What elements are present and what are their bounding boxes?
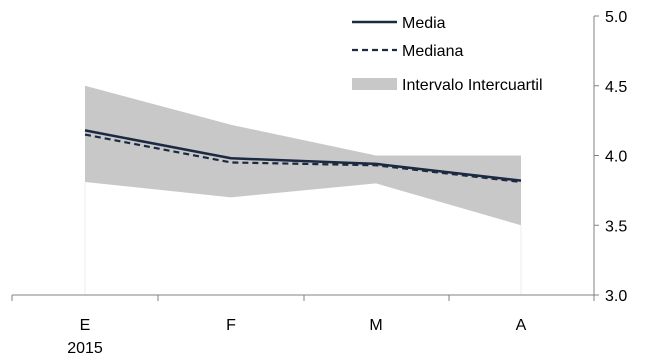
series-layer xyxy=(84,129,522,184)
y-tick-label: 3.0 xyxy=(605,288,627,305)
y-tick-label: 5.0 xyxy=(605,9,627,26)
x-tick-sublabel: 2015 xyxy=(67,340,103,357)
legend-swatch-interquartile xyxy=(352,78,397,90)
x-ticks: E 2015 F M A xyxy=(11,295,595,357)
legend: Media Mediana Intervalo Intercuartil xyxy=(352,15,543,94)
y-ticks: 3.0 3.5 4.0 4.5 5.0 xyxy=(594,9,627,305)
series-line-media xyxy=(84,129,522,182)
y-tick-label: 4.5 xyxy=(605,79,627,96)
interquartile-band xyxy=(85,85,521,226)
x-tick-label: A xyxy=(516,317,527,334)
x-tick-label: M xyxy=(369,317,382,334)
legend-label-media: Media xyxy=(402,15,446,32)
series-line-mediana xyxy=(84,133,522,184)
y-tick-label: 3.5 xyxy=(605,218,627,235)
x-tick-label: E xyxy=(80,317,91,334)
x-tick-label: F xyxy=(226,317,236,334)
interquartile-band-layer xyxy=(84,85,522,295)
legend-label-interquartile: Intervalo Intercuartil xyxy=(402,77,543,94)
y-tick-label: 4.0 xyxy=(605,149,627,166)
legend-label-mediana: Mediana xyxy=(402,43,463,60)
